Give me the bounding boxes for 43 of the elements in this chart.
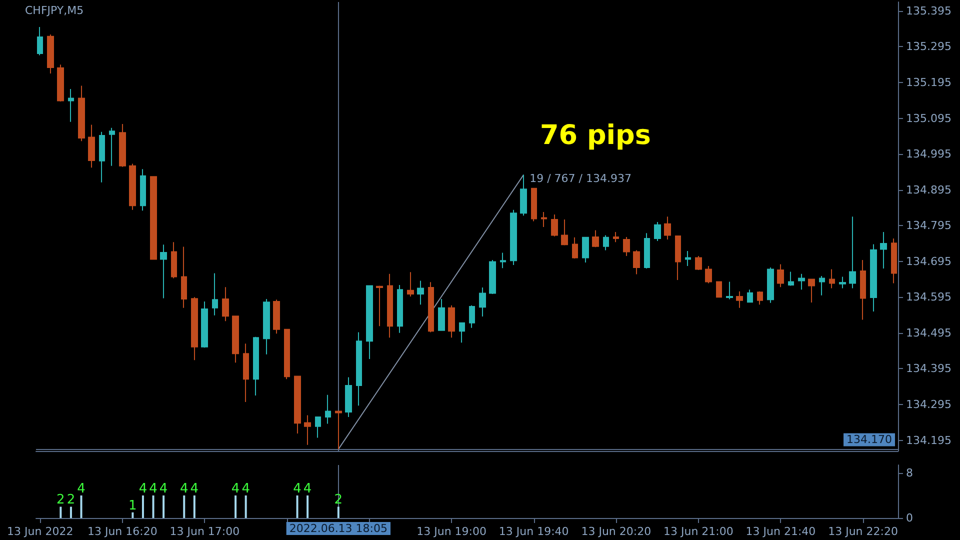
data-label: 2 bbox=[66, 492, 76, 508]
x-tick-label: 13 Jun 19:00 bbox=[416, 525, 487, 538]
y-tick-label: 135.195 bbox=[906, 76, 952, 89]
chart-title: CHFJPY,M5 bbox=[25, 4, 84, 17]
data-label: 4 bbox=[180, 481, 188, 496]
data-label: 4 bbox=[293, 481, 302, 496]
data-label: 4 bbox=[77, 481, 86, 496]
y-tick-label: 134.895 bbox=[906, 183, 952, 196]
x-tick-label: 13 Jun 19:40 bbox=[498, 525, 569, 538]
x-tick-label: 13 Jun 21:40 bbox=[746, 525, 816, 538]
y-tick-label: 134.795 bbox=[906, 219, 952, 232]
x-tick-label: 13 Jun 2022 bbox=[7, 525, 74, 538]
data-label: 4 bbox=[242, 481, 250, 496]
data-label: 4 bbox=[159, 481, 168, 496]
y-tick-label: 135.095 bbox=[906, 112, 952, 125]
data-label: 1 bbox=[128, 498, 137, 514]
y-tick-label: 134.695 bbox=[906, 254, 952, 268]
y-tick-label: 134.495 bbox=[906, 326, 952, 340]
annotation: 76 pips bbox=[540, 120, 651, 151]
y-tick-label: 0 bbox=[906, 512, 913, 524]
annotation: 19 / 767 / 134.937 bbox=[530, 172, 632, 185]
y-tick-label: 135.395 bbox=[906, 4, 952, 18]
y-tick-label: 134.195 bbox=[906, 434, 952, 447]
data-label: 4 bbox=[149, 481, 158, 496]
y-tick-label: 134.395 bbox=[906, 362, 952, 376]
ref-line-label: 2022.06.13 18:05 bbox=[289, 522, 388, 535]
x-tick-label: 13 Jun 17:00 bbox=[170, 525, 240, 538]
y-tick-label: 135.295 bbox=[906, 40, 952, 54]
x-tick-label: 13 Jun 20:20 bbox=[581, 525, 652, 538]
data-label: 4 bbox=[303, 481, 312, 496]
data-label: 4 bbox=[138, 481, 148, 496]
ref-line-label: 134.170 bbox=[846, 433, 892, 446]
x-tick-label: 13 Jun 16:20 bbox=[87, 525, 158, 538]
y-tick-label: 134.995 bbox=[906, 148, 952, 161]
y-tick-label: 134.295 bbox=[906, 398, 952, 411]
data-label: 2 bbox=[334, 492, 343, 508]
data-label: 4 bbox=[190, 481, 199, 496]
data-label: 4 bbox=[231, 481, 240, 496]
data-label: 2 bbox=[56, 492, 65, 508]
y-tick-label: 8 bbox=[906, 466, 913, 480]
x-tick-label: 13 Jun 21:00 bbox=[664, 525, 734, 538]
y-tick-label: 134.595 bbox=[906, 290, 952, 304]
x-tick-label: 13 Jun 22:20 bbox=[828, 525, 898, 538]
